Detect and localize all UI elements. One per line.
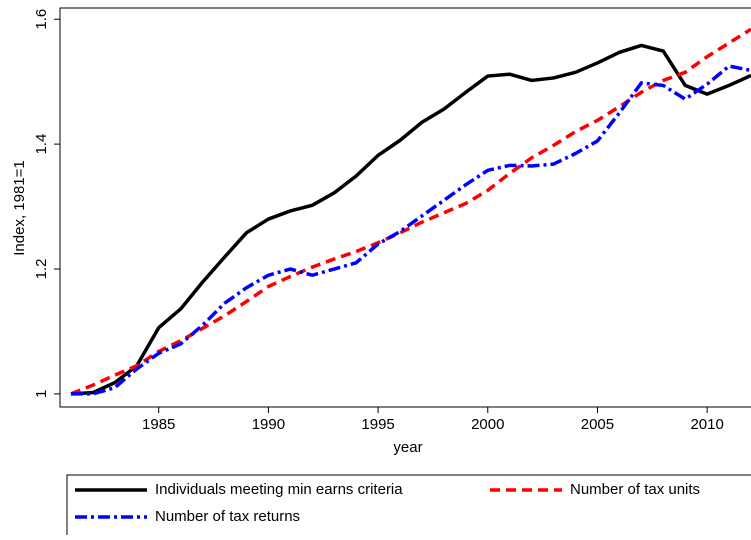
x-tick-label: 2000 [471, 416, 504, 433]
x-tick-label: 1995 [361, 416, 394, 433]
series-line [70, 64, 751, 396]
legend-label: Number of tax units [570, 481, 700, 498]
series-line [70, 43, 751, 396]
x-tick-label: 2005 [581, 416, 614, 433]
y-tick-label: 1.4 [33, 134, 50, 155]
x-tick-label: 2010 [690, 416, 723, 433]
legend-label: Number of tax returns [155, 508, 300, 525]
y-axis-label: Index, 1981=1 [11, 160, 28, 256]
series-line [70, 27, 751, 396]
y-tick-label: 1.6 [33, 9, 50, 30]
x-axis-label: year [393, 439, 422, 456]
x-tick-label: 1990 [252, 416, 285, 433]
y-tick-label: 1.2 [33, 259, 50, 280]
legend-label: Individuals meeting min earns criteria [155, 481, 403, 498]
x-tick-label: 1985 [142, 416, 175, 433]
y-tick-label: 1 [33, 390, 50, 398]
plot-frame [59, 7, 751, 408]
